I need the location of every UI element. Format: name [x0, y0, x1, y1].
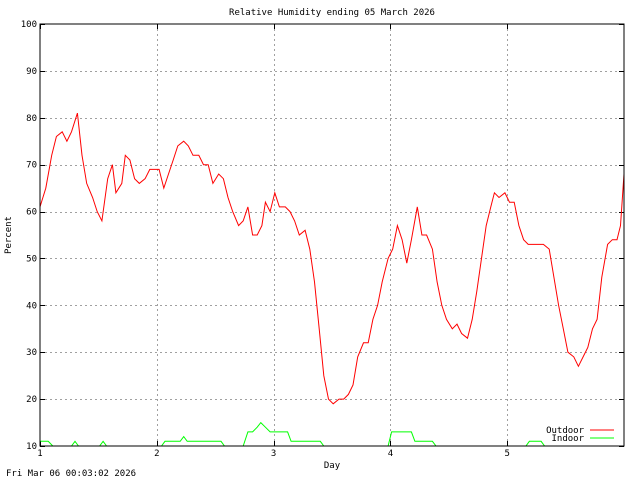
legend-label-outdoor: Outdoor	[546, 426, 585, 436]
plot-frame	[39, 23, 625, 447]
axis-ticks	[40, 24, 624, 447]
footer-timestamp: Fri Mar 06 00:03:02 2026	[6, 469, 137, 479]
legend-label-indoor: Indoor	[551, 434, 584, 444]
y-tick-label: 10	[26, 442, 37, 452]
y-axis-label: Percent	[4, 216, 14, 254]
y-tick-labels: 10 20 30 40 50 60 70 80 90 100	[21, 20, 37, 452]
y-tick-label: 90	[26, 67, 37, 77]
y-tick-label: 100	[21, 20, 37, 30]
y-tick-label: 60	[26, 208, 37, 218]
y-tick-label: 50	[26, 254, 37, 264]
x-tick-label: 5	[504, 449, 509, 459]
series-line-outdoor	[39, 112, 625, 405]
grid	[40, 24, 624, 446]
x-tick-label: 2	[154, 449, 159, 459]
series-lines	[39, 112, 625, 447]
x-tick-label: 4	[388, 449, 393, 459]
series-line-indoor	[40, 421, 624, 447]
x-tick-labels: 1 2 3 4 5	[37, 449, 510, 459]
y-tick-label: 20	[26, 395, 37, 405]
y-tick-label: 40	[26, 301, 37, 311]
x-tick-label: 1	[37, 449, 42, 459]
legend: Outdoor Indoor	[546, 426, 614, 444]
chart-title: Relative Humidity ending 05 March 2026	[229, 8, 435, 18]
y-tick-label: 70	[26, 161, 37, 171]
x-axis-label: Day	[324, 461, 341, 471]
x-tick-label: 3	[271, 449, 276, 459]
y-tick-label: 30	[26, 348, 37, 358]
y-tick-label: 80	[26, 114, 37, 124]
